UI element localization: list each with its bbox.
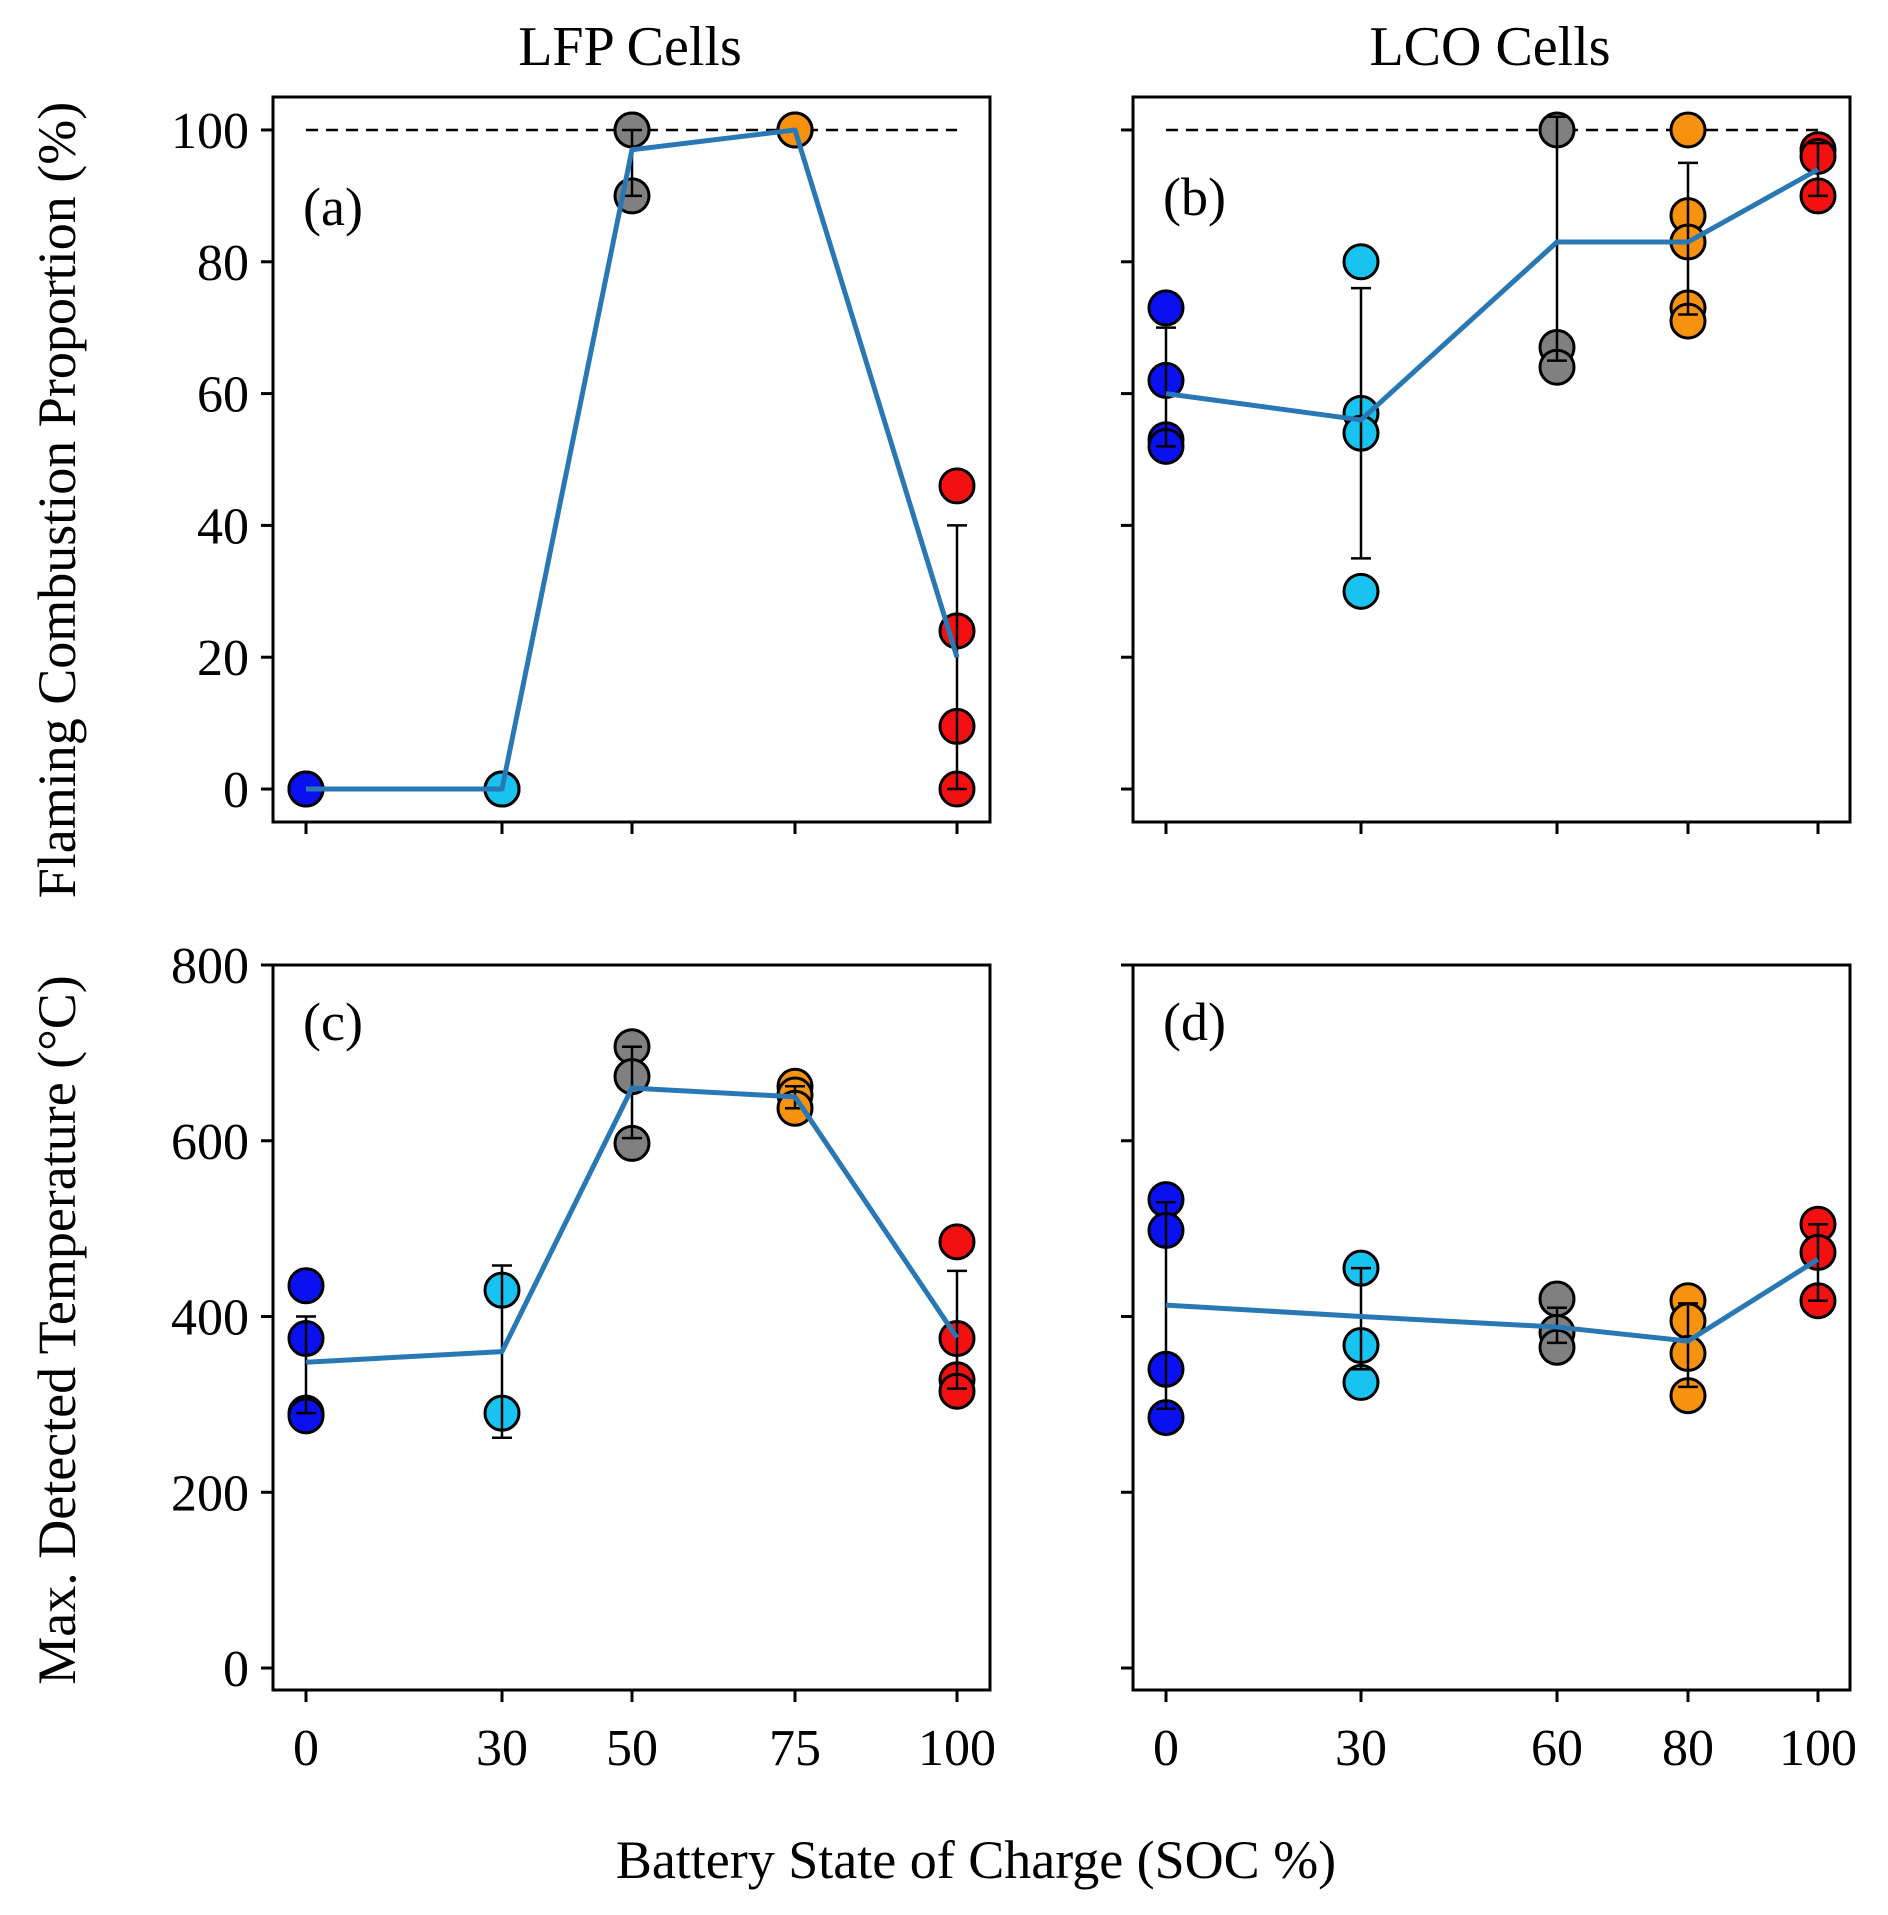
x-tick-label: 75 xyxy=(769,1720,821,1777)
y-tick-label: 200 xyxy=(171,1465,249,1522)
data-point xyxy=(1669,111,1707,149)
panel-label: (b) xyxy=(1163,167,1226,227)
y-tick-label: 800 xyxy=(171,938,249,995)
x-tick-label: 0 xyxy=(293,1720,319,1777)
data-point xyxy=(1147,289,1185,327)
col-title-lfp: LFP Cells xyxy=(518,16,742,78)
y-tick-label: 80 xyxy=(197,235,249,292)
x-tick-label: 0 xyxy=(1153,1720,1179,1777)
mean-line xyxy=(1165,1257,1820,1344)
y-tick-label: 40 xyxy=(197,498,249,555)
panel-c: 0 200 400 600 800 0 30 50 75 100 (c) xyxy=(171,938,996,1777)
x-tick-label: 50 xyxy=(606,1720,658,1777)
mean-line xyxy=(305,1085,960,1365)
data-point xyxy=(938,467,976,505)
ylabel-bottom: Max. Detected Temperature (°C) xyxy=(27,975,87,1685)
panel-label: (c) xyxy=(303,992,363,1052)
y-tick-label: 60 xyxy=(197,367,249,424)
y-tick-label: 20 xyxy=(197,630,249,687)
x-tick-label: 30 xyxy=(476,1720,528,1777)
data-point xyxy=(287,1267,325,1305)
mean-line xyxy=(1165,167,1820,423)
panel-label: (a) xyxy=(303,177,363,237)
mean-line xyxy=(306,127,960,792)
ylabel-top: Flaming Combustion Proportion (%) xyxy=(27,102,87,899)
plot-frame xyxy=(1131,963,1852,1692)
panel-label: (d) xyxy=(1163,992,1226,1052)
x-tick-label: 60 xyxy=(1531,1720,1583,1777)
y-tick-label: 0 xyxy=(223,762,249,819)
plot-frame xyxy=(1131,95,1852,824)
x-tick-label: 100 xyxy=(918,1720,996,1777)
x-tick-label: 30 xyxy=(1335,1720,1387,1777)
col-title-lco: LCO Cells xyxy=(1369,16,1610,78)
x-tick-label: 100 xyxy=(1779,1720,1857,1777)
data-point xyxy=(1342,1363,1380,1401)
x-tick-label: 80 xyxy=(1662,1720,1714,1777)
y-tick-label: 0 xyxy=(223,1641,249,1698)
panel-d: 0 30 60 80 100 (d) xyxy=(1121,963,1857,1777)
data-point xyxy=(1342,572,1380,610)
data-point xyxy=(1342,243,1380,281)
y-tick-label: 600 xyxy=(171,1114,249,1171)
data-point xyxy=(938,1223,976,1261)
panel-a: 0 20 40 60 80 100 (a) xyxy=(171,95,992,834)
y-tick-label: 400 xyxy=(171,1290,249,1347)
panel-b: (b) xyxy=(1121,95,1852,834)
xlabel: Battery State of Charge (SOC %) xyxy=(616,1830,1336,1890)
y-tick-label: 100 xyxy=(171,103,249,160)
